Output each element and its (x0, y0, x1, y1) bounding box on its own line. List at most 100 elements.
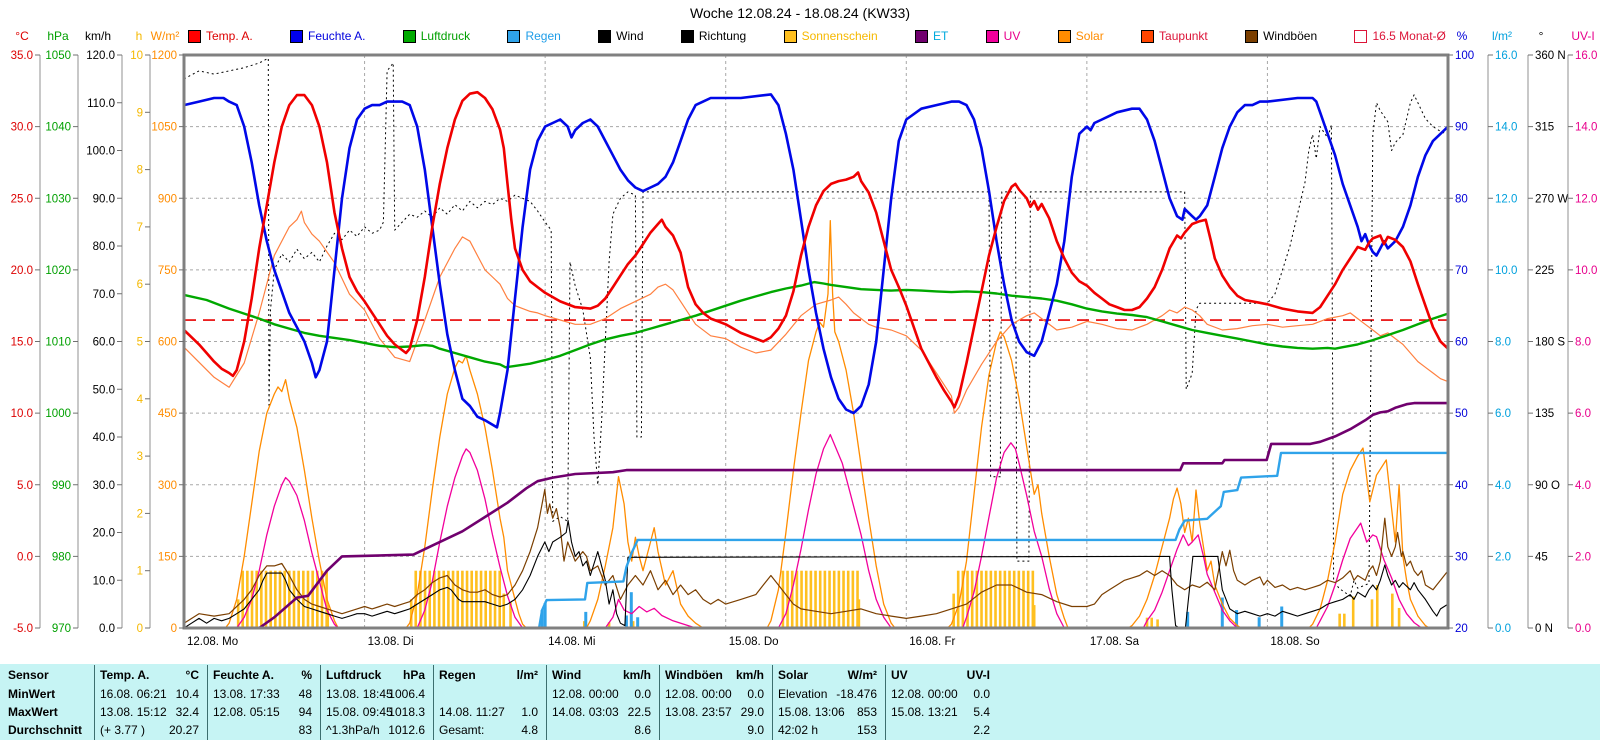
legend-item-richtung[interactable]: Richtung (680, 29, 747, 43)
axis-unit-hpa: hPa (47, 29, 69, 43)
axis-tick-label: 15.0 (11, 337, 33, 349)
table-cell: 153 (856, 723, 877, 737)
axis-unit-uvi: UV-I (1571, 29, 1594, 43)
legend-label: Windböen (1263, 29, 1318, 43)
table-cell: 12.08. 00:00 (891, 687, 958, 701)
legend-item-sonnenschein[interactable]: Sonnenschein (783, 29, 878, 43)
table-cell: 14.08. 03:03 (552, 705, 619, 719)
table-separator (94, 665, 95, 740)
axis-tick-label: 100 (1455, 50, 1474, 62)
axis-tick-label: 900 (158, 193, 177, 205)
axis-tick-label: 50.0 (93, 384, 115, 396)
table-cell: hPa (402, 668, 425, 682)
legend-swatch-sonnenschein-icon (783, 29, 797, 43)
axis-tick-label: 360 N (1535, 50, 1566, 62)
axis-tick-label: 5 (137, 337, 143, 349)
series-et (184, 401, 1448, 630)
axis-tick-label: 0.0 (99, 623, 115, 635)
legend-item-et[interactable]: ET (914, 29, 948, 43)
table-cell: 853 (856, 705, 877, 719)
axis-tick-label: 8 (137, 165, 143, 177)
legend-item-feuchte[interactable]: Feuchte A. (290, 29, 365, 43)
axis-tick-label: 1010 (45, 337, 71, 349)
table-separator (433, 665, 434, 740)
legend-item-temp[interactable]: Temp. A. (188, 29, 253, 43)
table-separator (885, 665, 886, 740)
legend-label: UV (1003, 29, 1021, 43)
series-luftdruck (183, 280, 1449, 369)
table-cell: 22.5 (627, 705, 651, 719)
axis-tick-label: 45 (1535, 551, 1548, 563)
table-cell: 13.08. 18:45 (326, 687, 393, 701)
axis-tick-label: 30.0 (93, 480, 115, 492)
legend-item-taupunkt[interactable]: Taupunkt (1141, 29, 1208, 43)
axis-tick-label: 180 S (1535, 337, 1565, 349)
axis-tick-label: 10.0 (11, 408, 33, 420)
table-cell: 15.08. 13:06 (778, 705, 845, 719)
legend-item-uv[interactable]: UV (985, 29, 1021, 43)
legend-label: Richtung (698, 29, 747, 43)
x-axis-day-label: 17.08. Sa (1090, 636, 1140, 648)
axis-tick-label: 70 (1455, 265, 1468, 277)
legend-item-wind[interactable]: Wind (598, 29, 644, 43)
axis-tick-label: 270 W (1535, 193, 1568, 205)
table-cell: 0.0 (747, 687, 764, 701)
table-cell: Gesamt: (439, 723, 485, 737)
axis-tick-label: 300 (158, 480, 177, 492)
table-cell: 32.4 (175, 705, 199, 719)
axis-tick-label: 6 (137, 279, 143, 291)
table-cell: 4.8 (521, 723, 538, 737)
axis-tick-label: 12.0 (1495, 193, 1517, 205)
legend-swatch-uv-icon (985, 29, 999, 43)
table-cell: 83 (298, 723, 312, 737)
axis-tick-label: 990 (52, 480, 71, 492)
axis-tick-label: 4.0 (1575, 480, 1591, 492)
axis-tick-label: 14.0 (1495, 122, 1517, 134)
axis-tick-label: 80 (1455, 193, 1468, 205)
legend-label: Solar (1075, 29, 1104, 43)
axis-tick-label: 90 (1455, 122, 1468, 134)
legend-label: Wind (616, 29, 644, 43)
table-cell: W/m² (847, 668, 877, 682)
table-separator (546, 665, 547, 740)
axis-tick-label: 225 (1535, 265, 1554, 277)
axis-tick-label: 970 (52, 623, 71, 635)
axis-tick-label: 4 (137, 394, 144, 406)
legend-swatch-feuchte-icon (290, 29, 304, 43)
table-separator (772, 665, 773, 740)
legend-item-monat[interactable]: 16.5 Monat-Ø (1354, 29, 1446, 43)
table-cell: 12.08. 00:00 (552, 687, 619, 701)
axis-tick-label: 60.0 (93, 337, 115, 349)
table-cell: 12.08. 00:00 (665, 687, 732, 701)
legend-item-regen[interactable]: Regen (507, 29, 561, 43)
axis-tick-label: 14.0 (1575, 122, 1597, 134)
axis-tick-label: 16.0 (1495, 50, 1517, 62)
table-cell: 13.08. 15:12 (100, 705, 167, 719)
table-cell: Elevation (778, 687, 828, 701)
legend-swatch-taupunkt-icon (1141, 29, 1155, 43)
axis-tick-label: 8.0 (1495, 337, 1511, 349)
axis-tick-label: 30.0 (11, 122, 33, 134)
legend-item-luftdruck[interactable]: Luftdruck (402, 29, 470, 43)
x-axis-day-label: 12.08. Mo (187, 636, 238, 648)
table-cell: Sensor (8, 668, 49, 682)
legend-label: Regen (525, 29, 561, 43)
table-cell: 8.6 (634, 723, 651, 737)
axis-tick-label: 10 (130, 50, 143, 62)
table-cell: MaxWert (8, 705, 58, 719)
table-cell: km/h (622, 668, 651, 682)
legend-swatch-regen-icon (507, 29, 521, 43)
axis-tick-label: 0 N (1535, 623, 1553, 635)
weather-chart-plot: 35.030.025.020.015.010.05.00.0-5.0°C1050… (11, 29, 1598, 648)
legend-item-solar[interactable]: Solar (1057, 29, 1104, 43)
axis-unit-pct: % (1457, 29, 1468, 43)
legend-item-windboeen[interactable]: Windböen (1245, 29, 1317, 43)
table-cell: 0.0 (973, 687, 990, 701)
table-cell: Wind (552, 668, 582, 682)
table-cell: MinWert (8, 687, 56, 701)
axis-tick-label: 1020 (45, 265, 71, 277)
axis-tick-label: 1040 (45, 122, 71, 134)
axis-tick-label: 4.0 (1495, 480, 1511, 492)
table-cell: Feuchte A. (213, 668, 274, 682)
axis-tick-label: 90.0 (93, 193, 115, 205)
